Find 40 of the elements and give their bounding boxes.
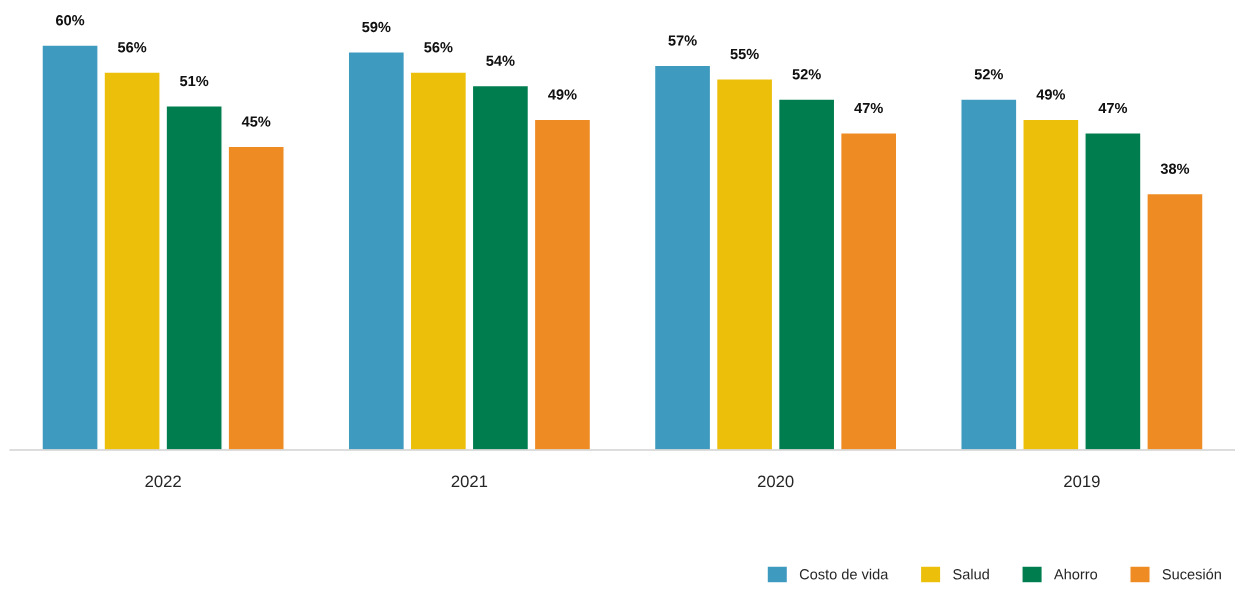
data-label: 54% xyxy=(486,55,515,66)
bar xyxy=(960,98,1018,450)
data-label: 57% xyxy=(668,35,697,46)
data-label: 56% xyxy=(117,42,147,53)
bar xyxy=(1022,118,1080,450)
x-tick-label: 2021 xyxy=(451,475,488,488)
bar xyxy=(653,64,712,450)
data-label: 60% xyxy=(56,15,85,26)
bar xyxy=(533,118,592,450)
x-tick-label: 2020 xyxy=(757,475,794,488)
bar xyxy=(1084,132,1142,450)
data-label: 49% xyxy=(548,89,577,100)
legend-label: Salud xyxy=(953,568,989,580)
bar xyxy=(1146,192,1204,450)
data-label: 38% xyxy=(1160,163,1190,174)
data-label: 47% xyxy=(854,102,883,114)
bar xyxy=(103,71,161,450)
data-label: 47% xyxy=(1098,102,1128,114)
bar xyxy=(715,78,774,450)
bar xyxy=(41,44,99,450)
data-label: 59% xyxy=(362,21,391,33)
bar xyxy=(165,105,223,450)
data-label: 51% xyxy=(180,75,209,87)
data-label: 45% xyxy=(241,116,271,127)
x-tick-label: 2019 xyxy=(1064,475,1100,488)
data-label: 55% xyxy=(730,48,759,60)
data-label: 56% xyxy=(424,42,453,53)
bar xyxy=(409,71,468,450)
legend-label: Ahorro xyxy=(1053,568,1098,580)
legend-label: Costo de vida xyxy=(799,568,889,580)
data-label: 52% xyxy=(792,69,821,80)
x-tick-label: 2022 xyxy=(145,475,181,488)
bar xyxy=(347,51,406,450)
legend-label: Sucesión xyxy=(1162,568,1221,580)
data-label: 49% xyxy=(1036,89,1066,100)
bar xyxy=(471,84,530,450)
bar xyxy=(777,98,836,450)
bar xyxy=(839,132,898,450)
data-label: 52% xyxy=(974,69,1004,80)
bar xyxy=(227,145,285,450)
